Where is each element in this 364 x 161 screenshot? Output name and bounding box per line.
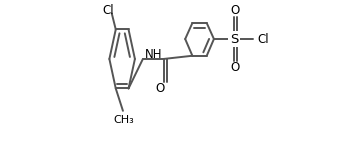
Text: O: O bbox=[155, 82, 164, 95]
Text: Cl: Cl bbox=[257, 33, 269, 46]
Text: S: S bbox=[230, 33, 238, 46]
Text: NH: NH bbox=[145, 48, 162, 62]
Text: O: O bbox=[231, 4, 240, 17]
Text: Cl: Cl bbox=[102, 4, 114, 17]
Text: CH₃: CH₃ bbox=[113, 115, 134, 125]
Text: O: O bbox=[231, 61, 240, 74]
